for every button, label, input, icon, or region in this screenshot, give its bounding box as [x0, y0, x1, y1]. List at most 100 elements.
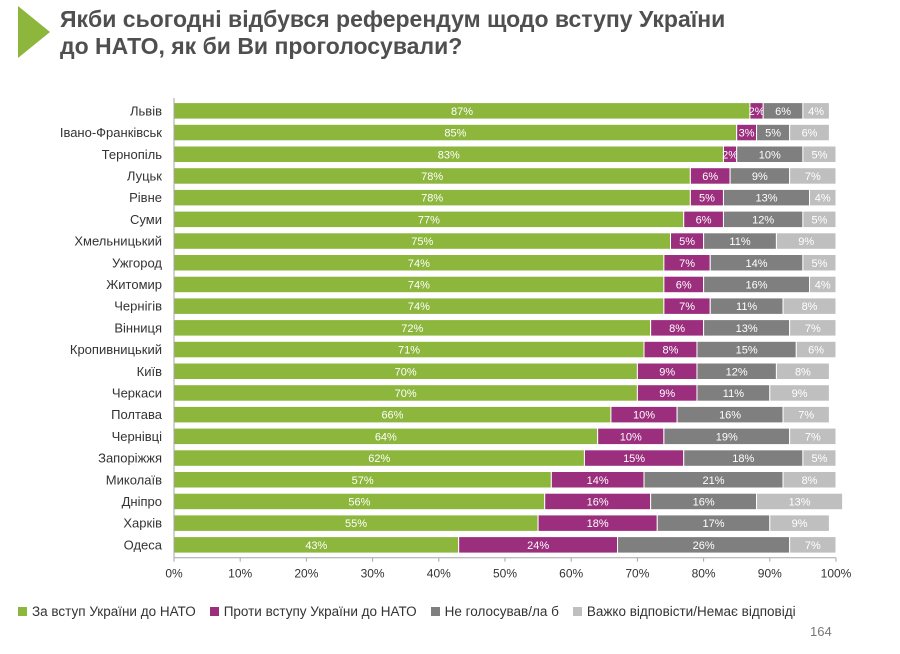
bar-segment-series-3	[782, 471, 837, 489]
category-label: Черкаси	[112, 385, 162, 400]
data-label: 3%	[739, 128, 755, 140]
data-label: 16%	[693, 496, 715, 508]
legend-item-series-3: Важко відповісти/Немає відповіді	[572, 604, 796, 619]
legend-label: Важко відповісти/Немає відповіді	[586, 604, 796, 619]
data-label: 8%	[663, 345, 679, 357]
data-label: 87%	[451, 106, 473, 118]
data-label: 2%	[722, 149, 738, 161]
data-label: 64%	[375, 431, 397, 443]
data-label: 6%	[808, 345, 824, 357]
data-label: 5%	[679, 236, 695, 248]
data-label: 70%	[395, 388, 417, 400]
bar-segment-series-3	[775, 362, 830, 380]
data-label: 9%	[792, 518, 808, 530]
data-label: 72%	[401, 323, 423, 335]
data-label: 4%	[808, 106, 824, 118]
data-label: 85%	[444, 128, 466, 140]
bar-segment-series-3	[769, 384, 830, 402]
data-label: 74%	[408, 279, 430, 291]
x-tick-label: 70%	[625, 567, 649, 581]
data-label: 2%	[749, 106, 765, 118]
data-label: 7%	[805, 171, 821, 183]
data-label: 10%	[620, 431, 642, 443]
data-label: 21%	[703, 475, 725, 487]
title-arrow-icon	[18, 6, 50, 58]
data-label: 7%	[679, 258, 695, 270]
data-label: 13%	[755, 193, 777, 205]
bar-segment-series-3	[789, 167, 837, 185]
category-label: Рівне	[129, 190, 162, 205]
legend-item-series-2: Не голосував/ла б	[430, 604, 559, 619]
bar-segment-series-3	[802, 210, 837, 229]
category-label: Одеса	[124, 537, 163, 552]
data-label: 43%	[305, 540, 327, 552]
category-label: Ужгород	[112, 255, 162, 270]
category-label: Львів	[130, 103, 162, 118]
data-label: 57%	[352, 475, 374, 487]
data-label: 5%	[811, 214, 827, 226]
page-title: Якби сьогодні відбувся референдум щодо в…	[60, 6, 725, 60]
data-label: 15%	[623, 453, 645, 465]
data-label: 12%	[726, 366, 748, 378]
x-tick-label: 40%	[427, 567, 451, 581]
category-label: Запоріжжя	[98, 451, 162, 466]
category-label: Полтава	[111, 407, 163, 422]
legend-swatch	[430, 607, 440, 616]
data-label: 6%	[802, 128, 818, 140]
category-label: Кропивницький	[70, 342, 162, 357]
data-label: 11%	[736, 301, 757, 313]
bar-segment-series-3	[809, 188, 837, 207]
x-tick-label: 10%	[228, 567, 252, 581]
category-label: Житомир	[106, 277, 162, 292]
category-label: Вінниця	[114, 320, 162, 335]
data-label: 7%	[805, 323, 821, 335]
data-label: 18%	[587, 518, 609, 530]
bar-segment-series-3	[802, 254, 837, 272]
data-label: 6%	[702, 171, 718, 183]
data-label: 74%	[408, 258, 430, 270]
data-label: 83%	[438, 149, 460, 161]
bar-segment-series-3	[789, 427, 837, 446]
category-label: Суми	[130, 212, 162, 227]
data-label: 62%	[368, 453, 390, 465]
bar-segment-series-3	[802, 449, 837, 467]
data-label: 10%	[759, 149, 781, 161]
data-label: 14%	[746, 258, 768, 270]
bar-segment-series-3	[769, 514, 830, 532]
stacked-bar-chart: Львів 87% 2% 6% 4%Івано-Франківськ 85% 3% 5% 6%Т…	[60, 98, 852, 581]
category-label: Миколаїв	[106, 472, 162, 487]
category-label: Хмельницький	[74, 234, 162, 249]
legend-swatch	[572, 607, 582, 616]
data-label: 9%	[659, 388, 675, 400]
data-label: 19%	[716, 431, 738, 443]
data-label: 8%	[669, 323, 685, 335]
bar-segment-series-3	[775, 232, 837, 250]
bar-segment-series-3	[809, 275, 837, 294]
data-label: 24%	[527, 540, 549, 552]
category-label: Івано-Франківськ	[60, 125, 162, 140]
x-tick-label: 100%	[821, 567, 852, 581]
legend-item-series-0: За вступ України до НАТО	[18, 604, 196, 619]
bar-segment-series-3	[795, 340, 837, 359]
data-label: 5%	[765, 128, 781, 140]
bar-segment-series-3	[782, 297, 837, 315]
bar-segment-series-3	[756, 492, 844, 511]
x-tick-label: 80%	[692, 567, 716, 581]
data-label: 5%	[811, 258, 827, 270]
category-label: Київ	[137, 364, 162, 379]
bar-segment-series-3	[802, 145, 837, 163]
page-title-line-2: до НАТО, як би Ви проголосували?	[60, 33, 463, 59]
data-label: 75%	[411, 236, 433, 248]
category-label: Луцьк	[127, 168, 162, 183]
bar-segment-series-3	[789, 536, 837, 554]
data-label: 56%	[348, 496, 370, 508]
data-label: 7%	[679, 301, 695, 313]
data-label: 9%	[798, 236, 814, 248]
data-label: 71%	[398, 345, 420, 357]
legend-label: Проти вступу України до НАТО	[223, 604, 417, 619]
data-label: 4%	[815, 279, 831, 291]
data-label: 9%	[792, 388, 808, 400]
bar-segment-series-3	[789, 123, 830, 142]
x-tick-label: 20%	[294, 567, 318, 581]
data-label: 70%	[395, 366, 417, 378]
